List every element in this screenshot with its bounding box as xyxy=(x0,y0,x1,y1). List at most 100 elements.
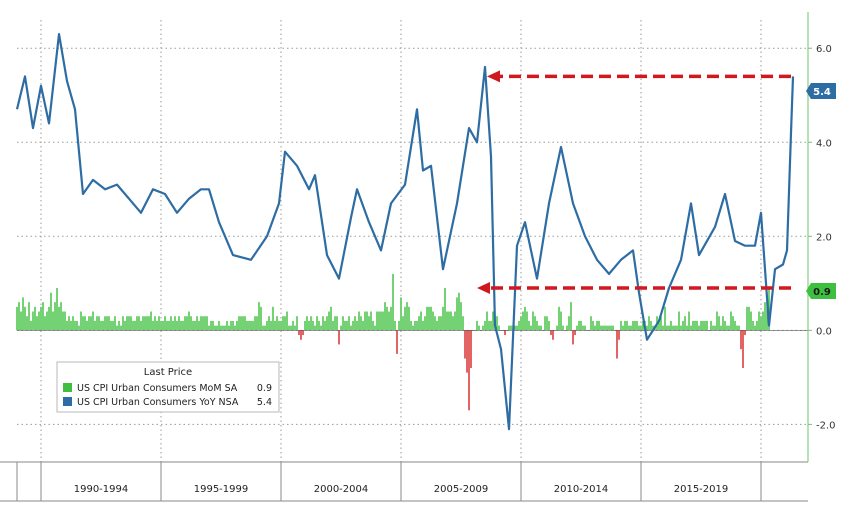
mom-bar xyxy=(626,320,628,331)
mom-bar xyxy=(222,325,224,331)
mom-bar xyxy=(224,325,226,331)
mom-bar xyxy=(686,325,688,331)
mom-bar xyxy=(354,316,356,331)
mom-bar xyxy=(138,316,140,331)
mom-bar xyxy=(406,302,408,331)
mom-bar xyxy=(734,320,736,331)
legend-label-mom: US CPI Urban Consumers MoM SA xyxy=(77,383,238,394)
mom-bar xyxy=(432,311,434,331)
mom-bar xyxy=(744,330,746,336)
mom-bar xyxy=(704,320,706,331)
mom-bar xyxy=(664,306,666,331)
mom-bar xyxy=(212,320,214,331)
mom-bar xyxy=(394,320,396,331)
mom-bar xyxy=(344,320,346,331)
mom-bar xyxy=(400,297,402,331)
mom-bar xyxy=(648,316,650,331)
mom-bar xyxy=(386,306,388,331)
mom-bar xyxy=(520,316,522,331)
mom-bar xyxy=(508,325,510,331)
mom-bar xyxy=(548,320,550,331)
badge-yoy-text: 5.4 xyxy=(813,87,831,98)
mom-bar xyxy=(54,302,56,331)
mom-bar xyxy=(348,316,350,331)
mom-bar xyxy=(496,316,498,331)
mom-bar xyxy=(544,316,546,331)
mom-bar xyxy=(462,316,464,331)
mom-bar xyxy=(392,273,394,331)
mom-bar xyxy=(572,330,574,345)
mom-bar xyxy=(274,320,276,331)
mom-bar xyxy=(28,302,30,331)
mom-bar xyxy=(190,316,192,331)
mom-bar xyxy=(266,320,268,331)
mom-bar xyxy=(316,316,318,331)
mom-bar xyxy=(668,325,670,331)
mom-bar xyxy=(78,325,80,331)
mom-bar xyxy=(600,325,602,331)
mom-bar xyxy=(586,330,588,331)
mom-bar xyxy=(62,311,64,331)
mom-bar xyxy=(164,316,166,331)
mom-bar xyxy=(130,316,132,331)
mom-bar xyxy=(350,325,352,331)
mom-bar xyxy=(566,325,568,331)
mom-bar xyxy=(642,320,644,331)
mom-bar xyxy=(464,330,466,359)
mom-bar xyxy=(124,320,126,331)
x-category-label: 2000-2004 xyxy=(314,484,369,495)
mom-bar xyxy=(326,316,328,331)
mom-bar xyxy=(660,316,662,331)
mom-bar xyxy=(232,320,234,331)
last-value-badge-yoy: 5.4 xyxy=(806,83,836,99)
mom-bar xyxy=(182,320,184,331)
mom-bar xyxy=(22,297,24,331)
mom-bar xyxy=(728,325,730,331)
legend-value-mom: 0.9 xyxy=(257,383,272,394)
mom-bar xyxy=(314,325,316,331)
mom-bar xyxy=(484,320,486,331)
mom-bar xyxy=(324,320,326,331)
mom-bar xyxy=(36,316,38,331)
mom-bar xyxy=(408,306,410,331)
mom-bar xyxy=(576,325,578,331)
mom-bar xyxy=(170,316,172,331)
mom-bar xyxy=(706,320,708,331)
mom-bar xyxy=(376,311,378,331)
mom-bar xyxy=(200,316,202,331)
mom-bar xyxy=(538,325,540,331)
mom-bar xyxy=(24,306,26,331)
mom-bar xyxy=(252,320,254,331)
mom-bar xyxy=(646,325,648,331)
mom-bar xyxy=(580,320,582,331)
mom-bar xyxy=(374,325,376,331)
mom-bar xyxy=(282,316,284,331)
mom-bar xyxy=(762,311,764,331)
mom-bar xyxy=(84,316,86,331)
mom-bar xyxy=(70,320,72,331)
mom-bar xyxy=(16,306,18,331)
mom-bar xyxy=(160,320,162,331)
mom-bar xyxy=(230,320,232,331)
mom-bar xyxy=(328,311,330,331)
mom-bar xyxy=(208,325,210,331)
mom-bar xyxy=(618,330,620,340)
mom-bar xyxy=(52,311,54,331)
mom-bar xyxy=(82,316,84,331)
mom-bar xyxy=(226,320,228,331)
mom-bar xyxy=(338,330,340,345)
mom-bar xyxy=(396,330,398,354)
mom-bar xyxy=(530,325,532,331)
mom-bar xyxy=(590,316,592,331)
mom-bar xyxy=(276,316,278,331)
mom-bar xyxy=(122,316,124,331)
mom-bar xyxy=(726,325,728,331)
mom-bar xyxy=(758,311,760,331)
mom-bar xyxy=(638,325,640,331)
mom-bar xyxy=(254,316,256,331)
mom-bar xyxy=(398,320,400,331)
mom-bar xyxy=(738,325,740,331)
mom-bar xyxy=(730,311,732,331)
mom-bar xyxy=(330,306,332,331)
